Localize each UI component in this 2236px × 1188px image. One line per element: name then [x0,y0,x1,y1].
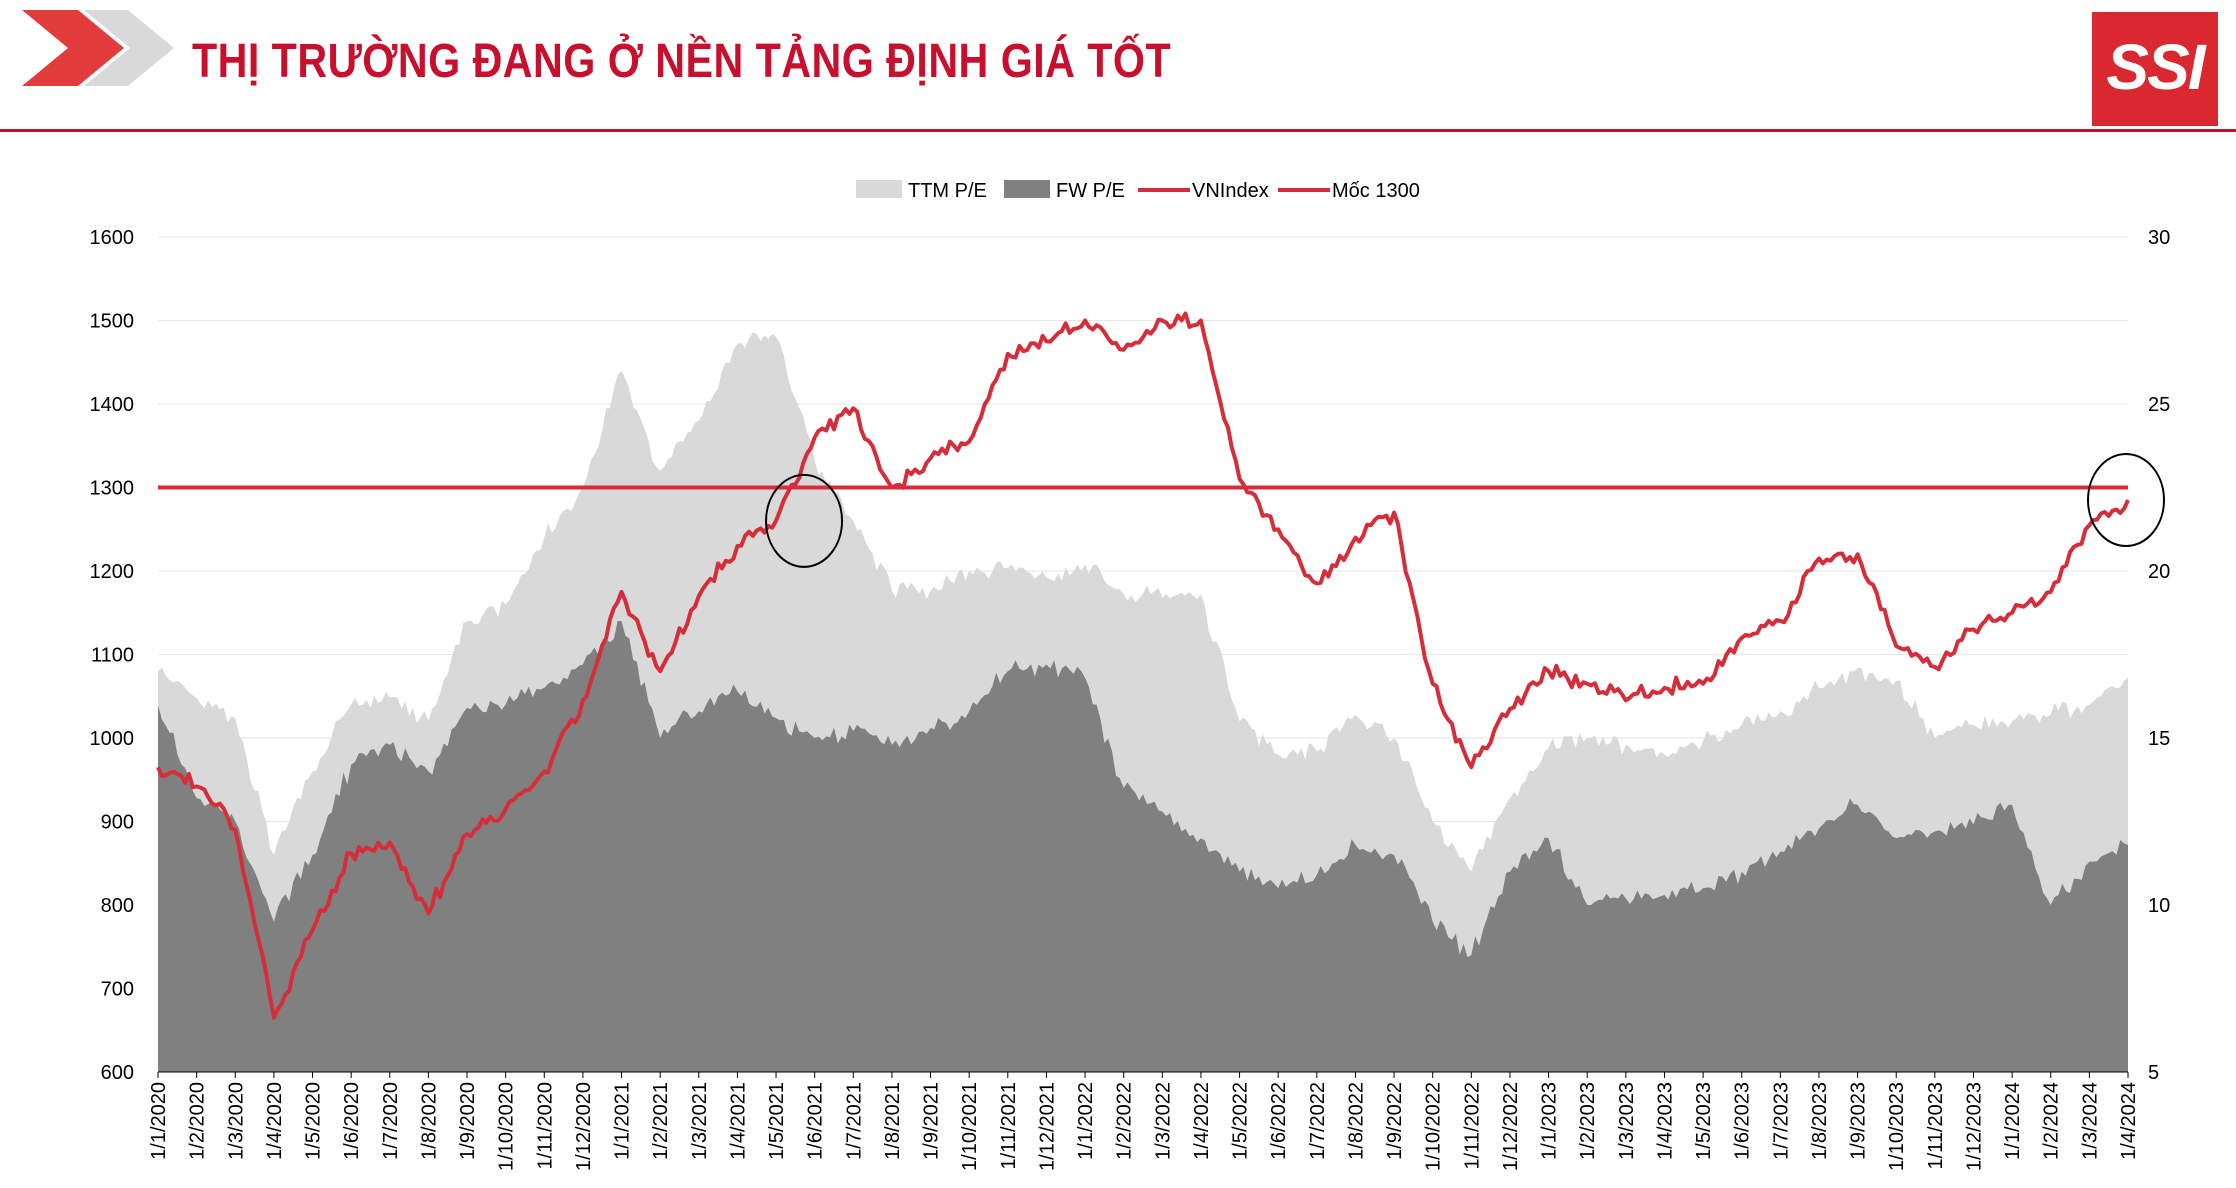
x-tick-label: 1/3/2023 [1616,1082,1638,1160]
legend-label: VNIndex [1192,180,1269,202]
x-tick-label: 1/10/2021 [959,1082,981,1171]
right-axis: 5 10 15 20 25 30 [2148,227,2170,1084]
x-tick-label: 1/12/2022 [1500,1082,1522,1171]
x-tick-label: 1/9/2020 [457,1082,479,1160]
x-tick-label: 1/8/2020 [418,1082,440,1160]
legend-label: FW P/E [1056,180,1125,202]
x-tick-label: 1/1/2023 [1539,1082,1561,1160]
x-tick-label: 1/1/2022 [1075,1082,1097,1160]
x-tick-label: 1/2/2022 [1114,1082,1136,1160]
x-tick-label: 1/9/2022 [1384,1082,1406,1160]
x-tick-label: 1/2/2023 [1577,1082,1599,1160]
x-tick-label: 1/10/2020 [496,1082,518,1171]
x-tick-label: 1/2/2024 [2041,1082,2063,1160]
left-tick-label: 900 [101,812,134,834]
x-tick-label: 1/5/2023 [1693,1082,1715,1160]
x-tick-label: 1/5/2020 [303,1082,325,1160]
x-tick-label: 1/2/2020 [187,1082,209,1160]
x-tick-label: 1/7/2021 [843,1082,865,1160]
x-tick-label: 1/7/2022 [1307,1082,1329,1160]
right-tick-label: 10 [2148,895,2170,917]
x-tick-label: 1/3/2021 [689,1082,711,1160]
legend: TTM P/E FW P/E VNIndex Mốc 1300 [856,180,1420,202]
chevron-arrow-icon [22,10,174,86]
legend-label: Mốc 1300 [1332,180,1420,202]
left-tick-label: 1400 [90,394,135,416]
x-tick-label: 1/6/2021 [805,1082,827,1160]
x-tick-label: 1/1/2024 [2002,1082,2024,1160]
right-tick-label: 30 [2148,227,2170,249]
x-tick-label: 1/11/2022 [1461,1082,1483,1170]
x-tick-label: 1/8/2023 [1809,1082,1831,1160]
x-tick-label: 1/4/2023 [1654,1082,1676,1160]
x-tick-label: 1/10/2023 [1886,1082,1908,1171]
x-axis: 1/1/2020 1/2/2020 1/3/2020 1/4/2020 1/5/2020… [148,1071,2140,1171]
x-tick-label: 1/4/2021 [727,1082,749,1160]
x-tick-label: 1/12/2023 [1963,1082,1985,1171]
right-tick-label: 25 [2148,394,2170,416]
left-tick-label: 700 [101,979,134,1001]
left-tick-label: 1200 [90,561,135,583]
x-tick-label: 1/11/2021 [998,1082,1020,1170]
right-tick-label: 15 [2148,728,2170,750]
x-tick-label: 1/1/2020 [148,1082,170,1160]
x-tick-label: 1/4/2020 [264,1082,286,1160]
left-tick-label: 1100 [91,645,134,667]
x-tick-label: 1/10/2022 [1423,1082,1445,1171]
x-tick-label: 1/3/2024 [2079,1082,2101,1160]
area-fw-p-e [158,621,2128,1072]
page-title: THỊ TRƯỜNG ĐANG Ở NỀN TẢNG ĐỊNH GIÁ TỐT [192,35,1172,88]
x-tick-label: 1/7/2023 [1770,1082,1792,1160]
index-lines [156,311,2130,1020]
annotations [765,453,2165,568]
left-axis: 600 700 800 900 1000 1100 1200 1300 1400 1500 1600 [90,227,135,1084]
x-tick-label: 1/12/2020 [573,1082,595,1171]
annotation-circle [2087,453,2165,548]
x-tick-label: 1/5/2021 [766,1082,788,1160]
header-divider [0,129,2236,132]
x-tick-label: 1/2/2021 [650,1082,672,1160]
x-tick-label: 1/6/2022 [1268,1082,1290,1160]
x-tick-label: 1/4/2022 [1191,1082,1213,1160]
x-tick-label: 1/6/2023 [1732,1082,1754,1160]
annotation-circle [765,473,844,568]
x-tick-label: 1/9/2021 [921,1082,943,1160]
x-tick-label: 1/4/2024 [2118,1082,2140,1160]
ssi-logo: SSI [2092,12,2218,126]
left-tick-label: 600 [101,1062,134,1084]
x-tick-label: 1/8/2021 [882,1082,904,1160]
x-tick-label: 1/5/2022 [1230,1082,1252,1160]
x-tick-label: 1/11/2023 [1925,1082,1947,1170]
x-tick-label: 1/8/2022 [1345,1082,1367,1160]
header: THỊ TRƯỜNG ĐANG Ở NỀN TẢNG ĐỊNH GIÁ TỐT … [0,0,2236,132]
x-tick-label: 1/11/2020 [534,1082,556,1170]
left-tick-label: 1300 [90,478,135,500]
x-tick-label: 1/1/2021 [612,1082,634,1160]
x-tick-label: 1/3/2020 [225,1082,247,1160]
legend-swatch [856,180,902,198]
legend-swatch [1004,180,1050,198]
logo-text: SSI [2106,31,2205,103]
x-tick-label: 1/9/2023 [1848,1082,1870,1160]
x-tick-label: 1/12/2021 [1036,1082,1058,1171]
vnindex-line [156,311,2130,1020]
x-tick-label: 1/3/2022 [1152,1082,1174,1160]
pe-areas [158,332,2128,1072]
right-tick-label: 5 [2148,1062,2159,1084]
left-tick-label: 800 [101,895,134,917]
x-tick-label: 1/6/2020 [341,1082,363,1160]
left-tick-label: 1600 [90,227,135,249]
left-tick-label: 1000 [90,728,135,750]
right-tick-label: 20 [2148,561,2170,583]
left-tick-label: 1500 [90,311,135,333]
x-tick-label: 1/7/2020 [380,1082,402,1160]
legend-label: TTM P/E [908,180,987,202]
